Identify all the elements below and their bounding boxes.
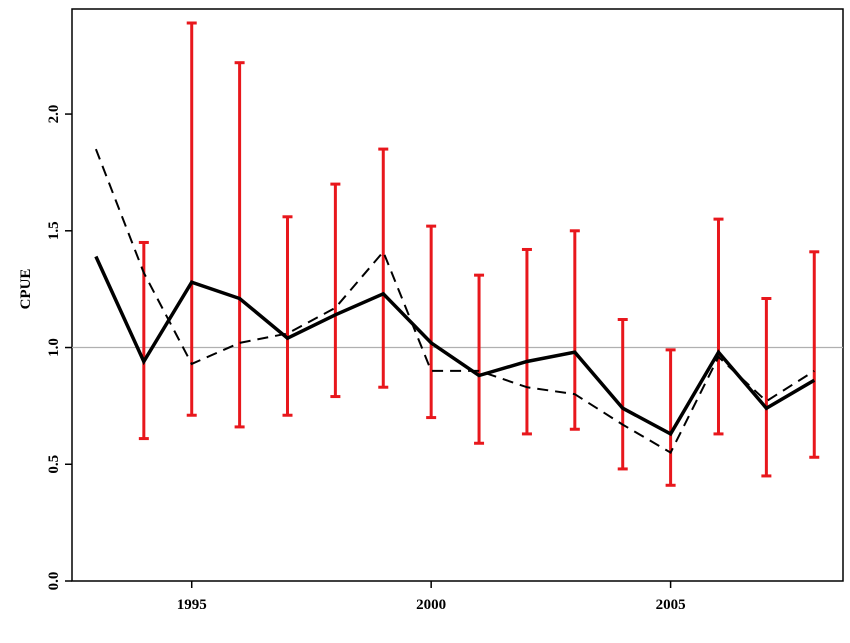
error-bar (665, 348, 676, 487)
error-bar (474, 273, 485, 445)
error-bar (617, 318, 628, 471)
error-bar (761, 297, 772, 478)
y-tick-label: 0.0 (46, 572, 62, 591)
error-bar (809, 250, 820, 459)
series-layer (94, 148, 816, 455)
y-tick-label: 1.5 (46, 221, 62, 240)
y-axis: 0.0 0.5 1.0 1.5 2.0 (46, 105, 72, 591)
error-bar (234, 61, 245, 429)
error-bar (521, 247, 532, 436)
error-bar (138, 240, 149, 441)
error-bar (713, 217, 724, 436)
error-bar (330, 182, 341, 399)
y-axis-label: CPUE (18, 269, 34, 310)
y-tick-label: 1.0 (46, 338, 62, 357)
y-tick-label: 2.0 (46, 105, 62, 124)
x-tick-label: 2005 (656, 597, 686, 613)
error-bar (426, 224, 437, 420)
error-bar (186, 21, 197, 417)
plot-frame (71, 8, 844, 582)
x-tick-label: 2000 (416, 597, 446, 613)
series-line-solid (94, 255, 816, 437)
error-bars-layer (138, 21, 820, 487)
y-tick-label: 0.5 (46, 455, 62, 474)
error-bar (282, 215, 293, 417)
series-line-dashed (94, 148, 815, 455)
error-bar (378, 147, 389, 389)
x-axis: 1995 2000 2005 (177, 581, 686, 613)
error-bar (569, 229, 580, 431)
x-tick-label: 1995 (177, 597, 207, 613)
